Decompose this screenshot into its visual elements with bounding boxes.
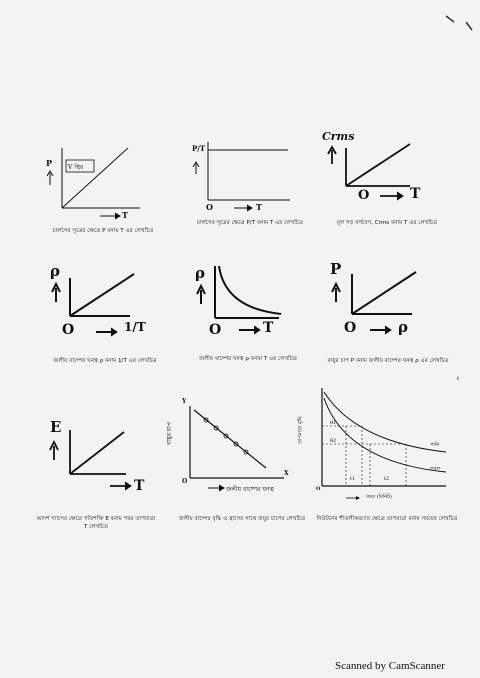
y-axis-label: P (330, 260, 342, 278)
x-axis-label: T (122, 210, 128, 220)
x-axis-label: T (263, 320, 274, 336)
origin-label: O (182, 478, 188, 485)
y-axis-label: বায়ুর চাপ (165, 422, 173, 445)
caption-g7: আদর্শ গ্যাসের ক্ষেত্রে গতিশক্তি E বনাম প… (36, 516, 156, 530)
caption-g4: জলীয় বাষ্পের ঘনত্ব ρ বনাম 1/T এর লেখচিত… (53, 358, 157, 364)
caption-g5: জলীয় বাষ্পের ঘনত্ব ρ বনাম T এর লেখচিত্র (199, 356, 297, 362)
y-axis-letter: Y (182, 398, 187, 405)
theta1-label: θ1 (330, 420, 337, 426)
graph-e-vs-t: E T (40, 410, 170, 500)
corner-mark (444, 12, 474, 32)
x-axis-label: জলীয় বাষ্পের ঘনত্ব (226, 486, 274, 493)
theta2-label: θ2 (330, 438, 337, 444)
graph-rho-vs-inverse-t: ρ O 1/T (40, 258, 170, 348)
x-axis-label: 1/T (124, 320, 146, 334)
graph-newton-cooling: তাপমাত্রা বৃদ্ধি θ1 θ2 t1 t2 পানি তরল O … (298, 382, 456, 512)
graph-p-vs-t: P T V স্থির (40, 140, 160, 230)
origin-label: O (206, 202, 213, 212)
x-axis-label: T (410, 186, 421, 202)
curve-water-label: পানি (430, 442, 440, 448)
caption-g6: বায়ুর চাপ P বনাম জলীয় বাষ্পের ঘনত্ব ρ … (327, 358, 449, 364)
t1-label: t1 (350, 476, 356, 482)
graph-crms-vs-t: Crms O T (320, 128, 450, 218)
y-axis-label: ρ (50, 262, 60, 280)
curve-liquid-label: তরল (430, 466, 441, 472)
caption-g3: মূল গড় বর্গবেগ, Crms বনাম T এর লেখচিত্র (336, 220, 438, 226)
graph-air-pressure-vs-vapour-density: Y X O বায়ুর চাপ জলীয় বাষ্পের ঘনত্ব (166, 398, 308, 498)
x-axis-letter: X (284, 470, 289, 477)
graph-p-vs-rho: P O ρ (322, 258, 452, 348)
x-axis-label: ρ (398, 318, 408, 336)
y-axis-label: Crms (322, 130, 355, 143)
y-axis-label: P/T (192, 144, 206, 153)
scanner-watermark: Scanned by CamScanner (335, 660, 445, 672)
caption-g1: চার্লসের সূত্রের ক্ষেত্রে P বনাম T এর লে… (52, 228, 154, 234)
graph-p-over-t-vs-t: P/T O T (190, 140, 310, 230)
y-axis-label: ρ (195, 264, 205, 282)
y-axis-label: E (50, 418, 62, 436)
origin-label: O (358, 188, 370, 203)
t2-label: t2 (384, 476, 390, 482)
stray-mark: ‹ (456, 374, 460, 384)
x-axis-label: T (256, 202, 262, 212)
x-axis-label: সময় (মিনিট) (366, 494, 392, 500)
origin-label: O (316, 486, 321, 492)
origin-label: O (344, 320, 357, 336)
x-axis-label: T (134, 478, 145, 494)
y-axis-label: তাপমাত্রা বৃদ্ধি (297, 416, 304, 444)
constant-volume-label: V স্থির (68, 164, 84, 171)
caption-g8: জলীয় বাষ্পের বৃদ্ধি ও হ্রাসের সাথে বায়… (178, 516, 306, 522)
caption-g9: নিউটনের শীতলীকরণের ক্ষেত্রে তাপমাত্রা বন… (316, 516, 458, 522)
caption-g2: চার্লসের সূত্রের ক্ষেত্রে P/T বনাম T এর … (196, 220, 303, 226)
origin-label: O (209, 322, 222, 338)
graph-rho-vs-t: ρ O T (185, 258, 315, 348)
y-axis-label: P (46, 158, 53, 168)
origin-label: O (62, 322, 75, 338)
